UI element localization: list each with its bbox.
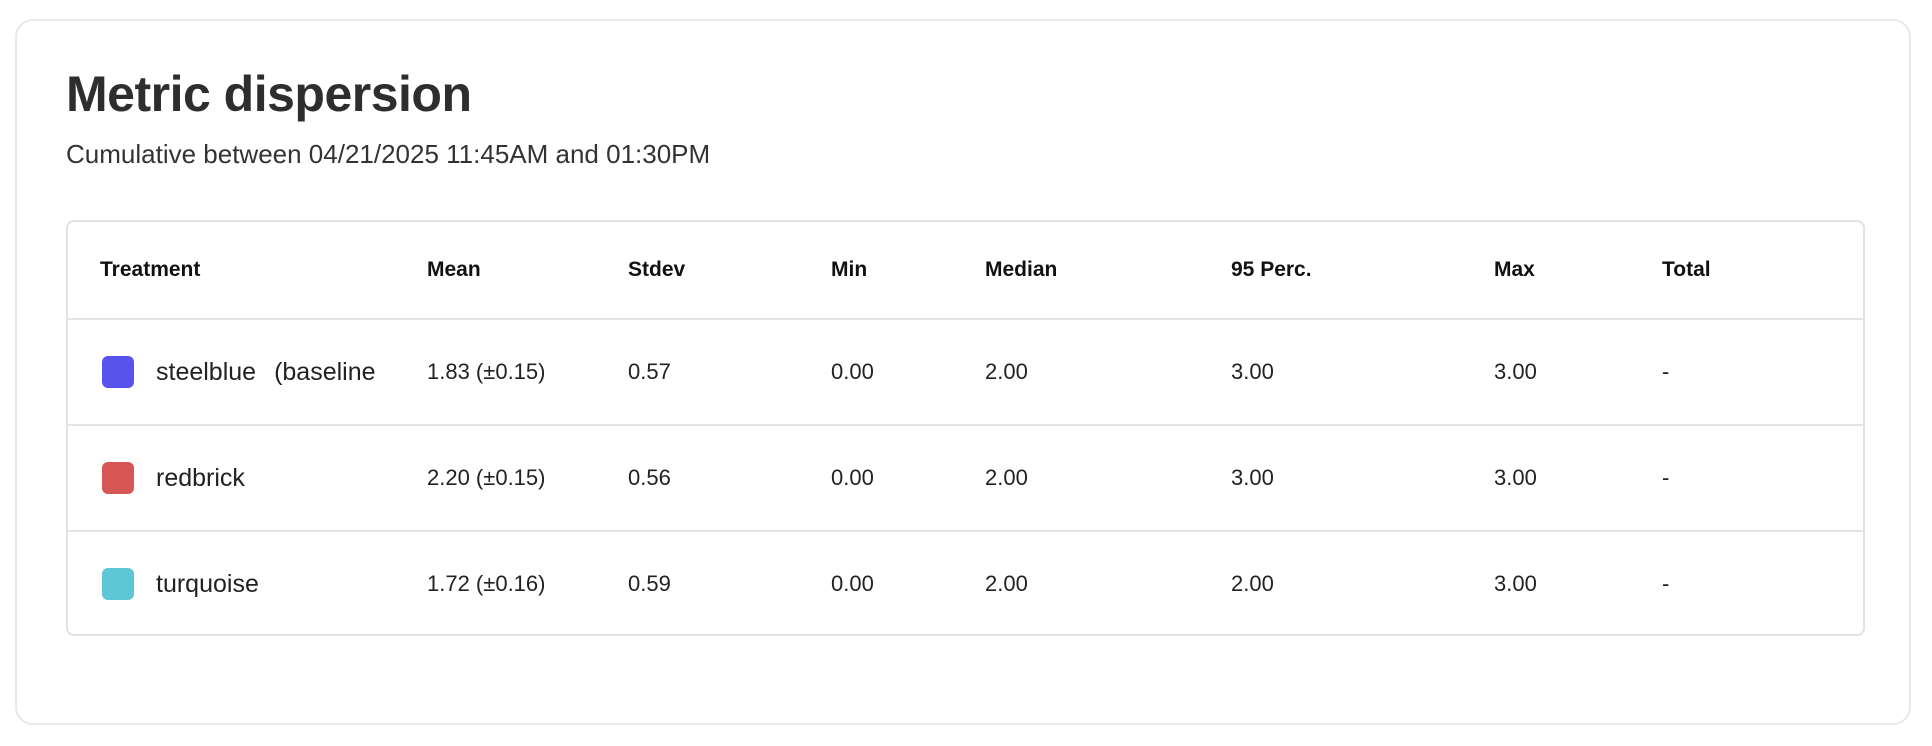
color-swatch-icon [102, 356, 134, 388]
treatment-cell: turquoise [100, 532, 428, 634]
p95-cell: 2.00 [1231, 571, 1274, 596]
min-cell: 0.00 [831, 359, 874, 384]
baseline-tag: (baseline [274, 357, 376, 386]
treatment-cell: steelblue (baseline [100, 320, 428, 424]
median-cell: 2.00 [985, 571, 1028, 596]
column-header-treatment[interactable]: Treatment [100, 258, 201, 281]
treatment-name: turquoise [156, 569, 259, 598]
p95-cell: 3.00 [1231, 359, 1274, 384]
mean-cell: 1.83 (±0.15) [427, 359, 546, 384]
column-header-95-perc[interactable]: 95 Perc. [1231, 258, 1312, 281]
max-cell: 3.00 [1494, 359, 1537, 384]
table-row: redbrick 2.20 (±0.15) 0.56 0.00 2.00 3.00 3.0… [68, 424, 1863, 530]
treatment-name: redbrick [156, 463, 245, 492]
median-cell: 2.00 [985, 359, 1028, 384]
table-header-row: Treatment Mean Stdev Min Median 95 Perc.… [68, 222, 1863, 318]
max-cell: 3.00 [1494, 571, 1537, 596]
card-subtitle: Cumulative between 04/21/2025 11:45AM an… [66, 139, 711, 169]
column-header-median[interactable]: Median [985, 258, 1058, 281]
treatment-cell: redbrick [100, 426, 428, 530]
column-header-total[interactable]: Total [1662, 258, 1711, 281]
mean-cell: 1.72 (±0.16) [427, 571, 546, 596]
stdev-cell: 0.57 [628, 359, 671, 384]
metric-dispersion-card: Metric dispersion Cumulative between 04/… [15, 19, 1911, 725]
card-title: Metric dispersion [66, 66, 472, 122]
table-row: turquoise 1.72 (±0.16) 0.59 0.00 2.00 2.00 3.… [68, 530, 1863, 634]
min-cell: 0.00 [831, 571, 874, 596]
max-cell: 3.00 [1494, 465, 1537, 490]
total-cell: - [1662, 359, 1670, 384]
min-cell: 0.00 [831, 465, 874, 490]
total-cell: - [1662, 465, 1670, 490]
table-row: steelblue (baseline 1.83 (±0.15) 0.57 0.00… [68, 318, 1863, 424]
stdev-cell: 0.59 [628, 571, 671, 596]
column-header-mean[interactable]: Mean [427, 258, 481, 281]
median-cell: 2.00 [985, 465, 1028, 490]
mean-cell: 2.20 (±0.15) [427, 465, 546, 490]
p95-cell: 3.00 [1231, 465, 1274, 490]
stdev-cell: 0.56 [628, 465, 671, 490]
column-header-min[interactable]: Min [831, 258, 868, 281]
color-swatch-icon [102, 462, 134, 494]
column-header-max[interactable]: Max [1494, 258, 1535, 281]
dispersion-table: Treatment Mean Stdev Min Median 95 Perc.… [66, 220, 1865, 636]
column-header-stdev[interactable]: Stdev [628, 258, 686, 281]
treatment-name: steelblue [156, 357, 257, 386]
color-swatch-icon [102, 568, 134, 600]
total-cell: - [1662, 571, 1670, 596]
